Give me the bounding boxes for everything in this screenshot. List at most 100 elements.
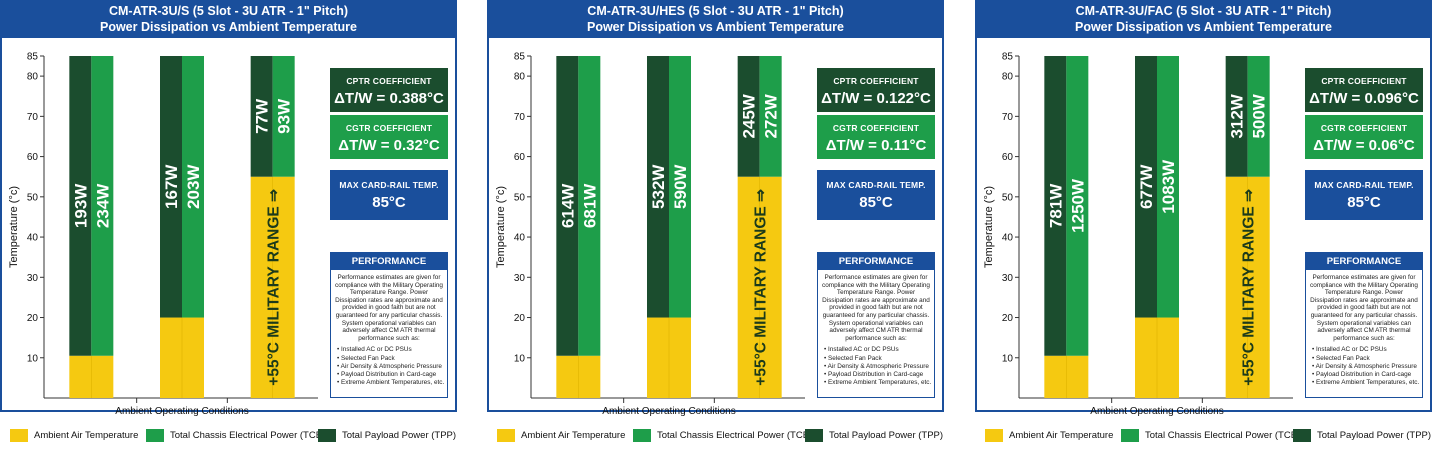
max-card-rail-box: MAX CARD-RAIL TEMP. 85°C	[330, 170, 448, 220]
y-tick-label: 80	[27, 72, 39, 83]
y-tick-label: 70	[27, 112, 39, 123]
max-rail-value: 85°C	[372, 194, 406, 211]
y-tick-label: 40	[1002, 233, 1014, 244]
y-tick-label: 60	[27, 152, 39, 163]
cptr-value: ΔT/W = 0.096°C	[1309, 90, 1419, 107]
tpp-bar	[1225, 56, 1248, 177]
y-tick-label: 30	[1002, 273, 1014, 284]
chart-panel-hes: CM-ATR-3U/HES (5 Slot - 3U ATR - 1" Pitc…	[487, 0, 944, 450]
max-rail-value: 85°C	[1347, 194, 1381, 211]
y-tick-label: 50	[1002, 192, 1014, 203]
tcep-value-label: 590W	[671, 164, 690, 209]
chart-title: CM-ATR-3U/S (5 Slot - 3U ATR - 1" Pitch)	[108, 4, 349, 18]
panel-header: CM-ATR-3U/HES (5 Slot - 3U ATR - 1" Pitc…	[487, 0, 944, 38]
tpp-value-label: 77W	[253, 98, 272, 134]
tcep-value-label: 1083W	[1159, 159, 1178, 214]
cgtr-coefficient-box: CGTR COEFFICIENT ΔT/W = 0.06°C	[1305, 115, 1423, 159]
cgtr-label: CGTR COEFFICIENT	[345, 123, 433, 133]
chart-panel-fac: CM-ATR-3U/FAC (5 Slot - 3U ATR - 1" Pitc…	[975, 0, 1432, 450]
tcep-value-label: 234W	[93, 183, 112, 228]
legend-swatch-ambient	[497, 428, 515, 442]
legend-label: Total Payload Power (TPP)	[342, 429, 457, 441]
tpp-value-label: 167W	[162, 164, 181, 209]
chart-plot: 10 20 30 40 50 60 70 80 85 Temperature (°c) Ambien…	[495, 52, 805, 417]
tcep-bar	[182, 56, 204, 318]
cgtr-value: ΔT/W = 0.06°C	[1313, 137, 1415, 154]
performance-title: PERFORMANCE	[818, 253, 934, 270]
chart-title: CM-ATR-3U/HES (5 Slot - 3U ATR - 1" Pitc…	[587, 4, 844, 18]
performance-box: PERFORMANCE Performance estimates are gi…	[330, 252, 448, 398]
tpp-bar	[556, 56, 579, 356]
max-card-rail-box: MAX CARD-RAIL TEMP. 85°C	[817, 170, 935, 220]
legend-tcep: Total Chassis Electrical Power (TCEP)	[146, 428, 332, 442]
cptr-value: ΔT/W = 0.122°C	[821, 90, 931, 107]
legend-swatch-ambient	[10, 428, 28, 442]
performance-item: Payload Distribution in Card-cage	[824, 371, 934, 379]
military-range-label: +55°C MILITARY RANGE ⇒	[753, 189, 770, 386]
tpp-value-label: 245W	[740, 93, 759, 138]
legend-tpp: Total Payload Power (TPP)	[318, 428, 456, 442]
tcep-value-label: 93W	[275, 98, 294, 134]
performance-list: Installed AC or DC PSUs Selected Fan Pac…	[1312, 346, 1422, 387]
performance-list: Installed AC or DC PSUs Selected Fan Pac…	[824, 346, 934, 387]
legend-label: Ambient Air Temperature	[521, 429, 626, 441]
performance-box: PERFORMANCE Performance estimates are gi…	[817, 252, 935, 398]
x-axis-label: Ambient Operating Conditions	[1090, 406, 1223, 417]
y-tick-label: 20	[1002, 313, 1014, 324]
legend-swatch-tcep	[1121, 428, 1139, 442]
legend-swatch-ambient	[985, 428, 1003, 442]
tpp-value-label: 677W	[1137, 164, 1156, 209]
x-axis-label: Ambient Operating Conditions	[115, 406, 248, 417]
y-tick-label: 50	[27, 192, 39, 203]
tcep-bar	[759, 56, 782, 177]
cptr-coefficient-box: CPTR COEFFICIENT ΔT/W = 0.122°C	[817, 68, 935, 112]
cgtr-coefficient-box: CGTR COEFFICIENT ΔT/W = 0.32°C	[330, 115, 448, 159]
chart-panel-s: CM-ATR-3U/S (5 Slot - 3U ATR - 1" Pitch)…	[0, 0, 457, 450]
tpp-bar	[250, 56, 273, 177]
tpp-value-label: 312W	[1228, 93, 1247, 138]
legend-tcep: Total Chassis Electrical Power (TCEP)	[633, 428, 819, 442]
tcep-value-label: 681W	[580, 183, 599, 228]
y-axis-label: Temperature (°c)	[983, 186, 995, 268]
cgtr-label: CGTR COEFFICIENT	[832, 123, 920, 133]
tcep-bar	[91, 56, 114, 356]
cptr-label: CPTR COEFFICIENT	[346, 76, 432, 86]
tpp-value-label: 781W	[1046, 183, 1065, 228]
performance-title: PERFORMANCE	[331, 253, 447, 270]
performance-list: Installed AC or DC PSUs Selected Fan Pac…	[337, 346, 447, 387]
performance-item: Payload Distribution in Card-cage	[1312, 371, 1422, 379]
y-tick-label: 80	[514, 72, 526, 83]
legend-ambient: Ambient Air Temperature	[497, 428, 625, 442]
legend-tpp: Total Payload Power (TPP)	[1293, 428, 1431, 442]
y-tick-label: 10	[27, 353, 39, 364]
y-axis-label: Temperature (°c)	[495, 186, 507, 268]
military-range-label: +55°C MILITARY RANGE ⇒	[266, 189, 283, 386]
y-tick-label: 20	[514, 313, 526, 324]
max-rail-value: 85°C	[859, 194, 893, 211]
legend-ambient: Ambient Air Temperature	[10, 428, 138, 442]
cgtr-label: CGTR COEFFICIENT	[1320, 123, 1408, 133]
performance-item: Installed AC or DC PSUs	[824, 346, 934, 354]
y-tick-label: 60	[514, 152, 526, 163]
legend-label: Total Payload Power (TPP)	[1317, 429, 1432, 441]
y-tick-label: 60	[1002, 152, 1014, 163]
performance-box: PERFORMANCE Performance estimates are gi…	[1305, 252, 1423, 398]
y-tick-label: 85	[514, 52, 526, 63]
max-rail-label: MAX CARD-RAIL TEMP.	[826, 180, 926, 190]
performance-item: Extreme Ambient Temperatures, etc.	[337, 379, 447, 387]
panel-header: CM-ATR-3U/FAC (5 Slot - 3U ATR - 1" Pitc…	[975, 0, 1432, 38]
y-tick-label: 70	[514, 112, 526, 123]
chart-title: CM-ATR-3U/FAC (5 Slot - 3U ATR - 1" Pitc…	[1075, 4, 1332, 18]
chart-plot: 10 20 30 40 50 60 70 80 85 Temperature (°c) Ambien…	[983, 52, 1293, 417]
performance-title: PERFORMANCE	[1306, 253, 1422, 270]
legend-label: Ambient Air Temperature	[1009, 429, 1114, 441]
performance-item: Air Density & Atmospheric Pressure	[824, 363, 934, 371]
legend-label: Total Chassis Electrical Power (TCEP)	[657, 429, 819, 441]
legend-swatch-tcep	[633, 428, 651, 442]
performance-item: Selected Fan Pack	[337, 355, 447, 363]
chart-subtitle: Power Dissipation vs Ambient Temperature	[586, 20, 844, 34]
tcep-bar	[669, 56, 691, 318]
tcep-bar	[1157, 56, 1179, 318]
tpp-value-label: 532W	[649, 164, 668, 209]
tpp-bar	[69, 56, 92, 356]
